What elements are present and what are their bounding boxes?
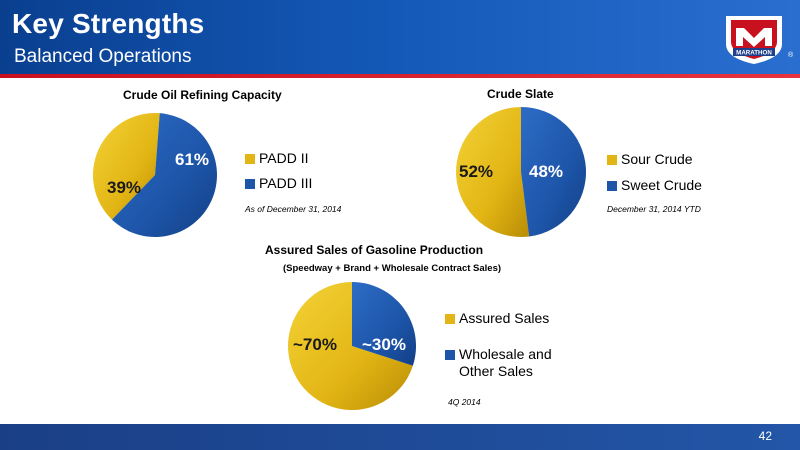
legend-swatch-gold	[607, 155, 617, 165]
pie-chart-refining-capacity	[92, 112, 217, 237]
pie-chart-assured-sales	[288, 282, 417, 410]
slice-label-padd-iii: 61%	[175, 150, 210, 169]
legend-swatch-blue	[245, 179, 255, 189]
pie-slice-sour-crude	[456, 107, 530, 237]
legend-item-sour-crude: Sour Crude	[607, 151, 693, 168]
page-title: Key Strengths	[12, 8, 205, 39]
chart-title-assured-sales: Assured Sales of Gasoline Production	[265, 243, 484, 257]
legend-label: Sour Crude	[621, 151, 693, 167]
chart-note-assured-sales: 4Q 2014	[448, 397, 481, 407]
legend-item-sweet-crude: Sweet Crude	[607, 177, 702, 194]
header-accent-stripe	[0, 74, 800, 78]
legend-item-padd-ii: PADD II	[245, 150, 309, 167]
legend-item-padd-iii: PADD III	[245, 175, 312, 192]
pie-slice-padd-ii	[92, 112, 160, 220]
legend-label: PADD II	[259, 150, 309, 166]
slice-label-sour-crude: 52%	[459, 162, 494, 181]
legend-item-wholesale: Wholesale and Other Sales	[445, 346, 575, 380]
legend-label: Sweet Crude	[621, 177, 702, 193]
chart-title-crude-slate: Crude Slate	[487, 87, 554, 101]
legend-label: PADD III	[259, 175, 313, 191]
footer-bar: 42	[0, 424, 800, 450]
registered-mark: ®	[788, 52, 794, 59]
page-subtitle: Balanced Operations	[14, 46, 192, 67]
chart-title-refining-capacity: Crude Oil Refining Capacity	[123, 88, 282, 102]
legend-label: Wholesale and Other Sales	[459, 346, 552, 379]
legend-swatch-blue	[445, 350, 455, 360]
pie-slice-sweet-crude	[521, 106, 587, 237]
slice-label-padd-ii: 39%	[107, 178, 142, 197]
legend-item-assured-sales: Assured Sales	[445, 310, 549, 327]
pie-slice-wholesale-and-other-sales	[352, 282, 417, 366]
pie-slice-assured-sales	[288, 282, 413, 410]
header-bar: Key Strengths Balanced Operations MARATH…	[0, 0, 800, 74]
chart-subtitle-assured-sales: (Speedway + Brand + Wholesale Contract S…	[283, 263, 502, 274]
slice-label-assured-sales: ~70%	[293, 335, 337, 354]
chart-note-crude-slate: December 31, 2014 YTD	[607, 204, 701, 214]
marathon-logo: MARATHON	[726, 16, 782, 64]
slice-label-sweet-crude: 48%	[529, 162, 564, 181]
pie-slice-padd-iii	[111, 113, 217, 237]
slice-label-wholesale: ~30%	[362, 335, 406, 354]
chart-note-refining: As of December 31, 2014	[245, 204, 342, 214]
legend-swatch-blue	[607, 181, 617, 191]
page-number: 42	[758, 429, 772, 443]
legend-swatch-gold	[245, 154, 255, 164]
svg-text:MARATHON: MARATHON	[736, 50, 772, 57]
legend-swatch-gold	[445, 314, 455, 324]
legend-label: Assured Sales	[459, 310, 550, 326]
pie-chart-crude-slate	[456, 106, 587, 237]
